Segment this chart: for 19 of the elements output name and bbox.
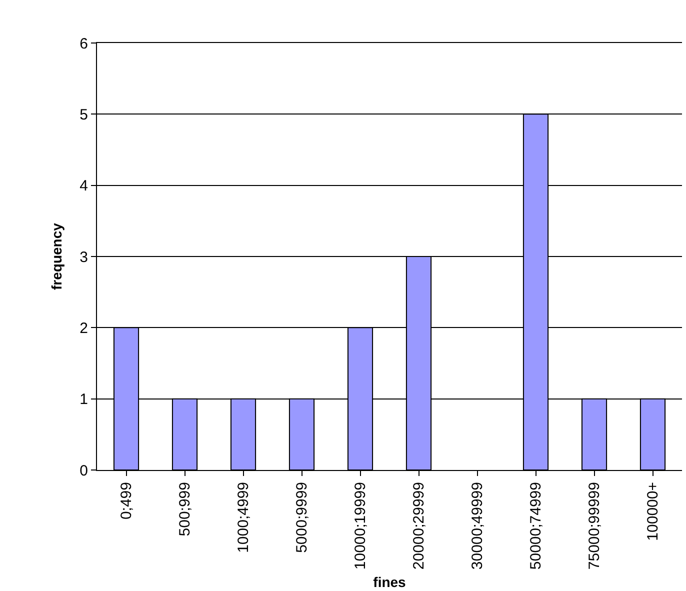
x-tick-label: 0;499 [118,482,136,520]
x-tick-label: 10000;19999 [352,482,370,570]
x-tick-label: 1000;4999 [235,482,252,553]
x-axis-title: fines [373,574,406,590]
x-tick-label: 100000+ [644,482,662,541]
x-tick-label: 50000;74999 [528,482,545,570]
y-tick-label: 6 [80,35,88,52]
y-axis-title: frequency [48,222,64,290]
y-tick-label: 2 [80,320,88,337]
y-tick-label: 0 [80,462,88,480]
y-tick-label: 1 [80,391,88,408]
x-tick-label: 30000;49999 [469,482,486,570]
x-tick-label: 500;999 [176,482,194,536]
y-tick-label: 3 [80,248,88,266]
y-tick-label: 4 [80,178,88,195]
x-tick-label: 75000;99999 [586,482,604,570]
x-tick-label: 20000;29999 [410,482,428,570]
x-tick-label: 5000;9999 [294,482,311,553]
y-tick-label: 5 [80,106,88,124]
